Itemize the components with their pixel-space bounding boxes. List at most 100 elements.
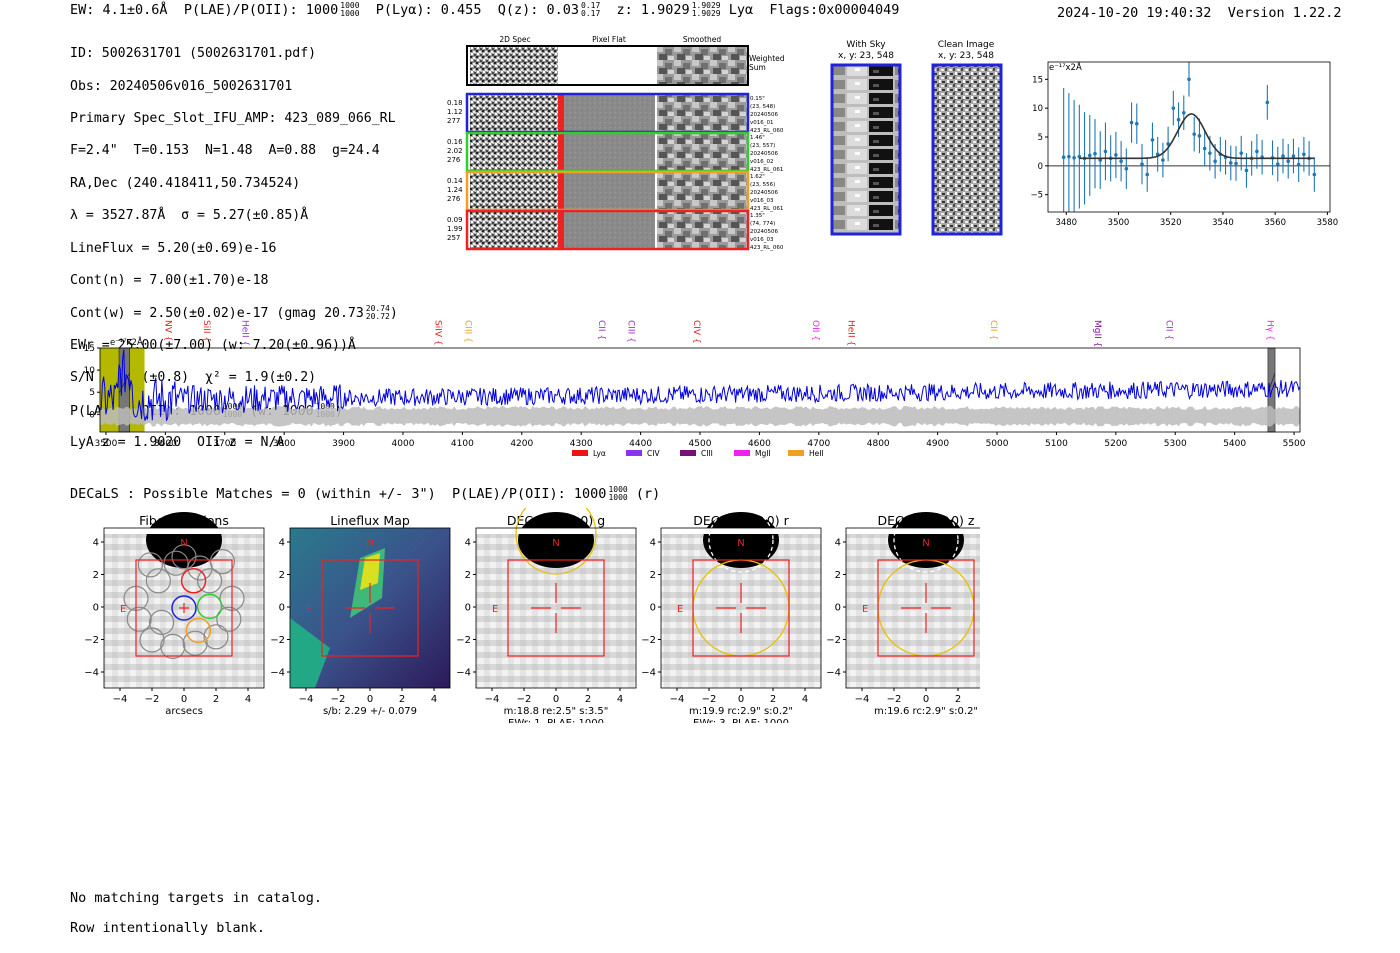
x-tick-label: −2	[331, 694, 346, 705]
panel-top-mask	[476, 528, 636, 534]
cutout-row-meta: 423_RL_061	[750, 167, 783, 173]
cutout-row-stat: 0.16	[447, 138, 463, 146]
search-box	[135, 559, 233, 657]
data-point	[1171, 106, 1176, 110]
cutout-pixel-flat	[564, 94, 655, 132]
y-tick-label: 0	[93, 603, 99, 614]
noise-band	[100, 405, 1300, 427]
x-tick-label: 4400	[629, 439, 652, 449]
data-point	[1286, 159, 1291, 164]
data-point	[1119, 159, 1123, 164]
cutout-row-meta: 20240506	[750, 229, 778, 235]
cutout-row-meta: 423_RL_060	[750, 245, 784, 251]
data-point	[1302, 152, 1306, 157]
cutout-pixel-flat	[564, 133, 655, 171]
cutout-row-meta: v016_03	[750, 237, 774, 243]
cutout-row-meta: 1.46"	[750, 135, 765, 141]
cutout-row-meta: 423_RL_060	[750, 128, 784, 134]
legend-label: MgII	[755, 449, 771, 458]
line-marker-label: CII {	[596, 320, 606, 340]
info-contw: Cont(w) = 2.50(±0.02)e-17 (gmag 20.73 20.…	[70, 304, 398, 322]
data-point	[1312, 172, 1317, 177]
x-tick-label: 5100	[1045, 439, 1068, 449]
decals-summary: DECaLS : Possible Matches = 0 (within +/…	[70, 485, 661, 503]
header-plae-range: 1000 1000	[340, 1, 360, 18]
fiber-circle	[209, 548, 235, 575]
cutout-divider	[655, 94, 657, 132]
legend-label: CIV	[647, 449, 660, 458]
x-tick-label: 4	[617, 694, 623, 705]
y-tick-label: 4	[835, 538, 841, 549]
x-tick-label: 3480	[1055, 218, 1077, 228]
catalog-footer: No matching targets in catalog. Row inte…	[70, 876, 322, 951]
data-point	[1281, 154, 1285, 158]
panel-caption-2: EWr: 1, PLAE: 1000	[508, 718, 604, 723]
info-id: ID: 5002631701 (5002631701.pdf)	[70, 46, 317, 62]
cutout-bad-column	[558, 211, 564, 249]
bright-source	[888, 512, 964, 568]
data-point	[1145, 172, 1150, 177]
header-summary: EW: 4.1±0.6Å P(LAE)/P(OII): 1000 1000 1000…	[70, 1, 899, 19]
x-tick-label: −4	[113, 694, 128, 705]
data-point	[1296, 162, 1301, 167]
panel-caption: m:19.9 rc:2.9" s:0.2"	[689, 706, 793, 717]
cutout-row-meta: v016_02	[750, 159, 774, 165]
lineflux-region	[290, 618, 330, 688]
data-point	[1244, 168, 1249, 173]
data-point	[1239, 151, 1244, 155]
x-tick-label: 0	[367, 694, 373, 705]
legend-swatch	[734, 450, 750, 456]
x-tick-label: −4	[855, 694, 870, 705]
east-label: E	[492, 604, 498, 615]
cutout-row-meta: (74, 774)	[750, 221, 775, 227]
line-marker-label: SiII {	[201, 320, 211, 342]
y-tick-label: 4	[465, 538, 471, 549]
cutout-row-stat: 1.99	[447, 225, 463, 233]
y-tick-label: −5	[1030, 191, 1043, 201]
line-marker-label: HeII {	[240, 320, 250, 346]
y-tick-label: −4	[826, 668, 841, 679]
cutout-row-meta: (23, 548)	[750, 104, 775, 110]
line-marker-label: HeII {	[846, 320, 856, 346]
x-tick-label: −2	[145, 694, 160, 705]
bright-source	[146, 512, 222, 568]
fiber-circle	[171, 544, 197, 570]
data-point	[1176, 117, 1181, 122]
y-tick-label: −4	[84, 668, 99, 679]
data-point	[1187, 77, 1191, 82]
x-tick-label: −4	[299, 694, 314, 705]
col-header-pixel-flat: Pixel Flat	[592, 35, 626, 44]
y-tick-label: 4	[650, 538, 656, 549]
y-tick-label: 0	[835, 603, 841, 614]
x-tick-label: 2	[770, 694, 776, 705]
aperture-ellipse	[515, 508, 597, 575]
cutout-row-meta: v016_03	[750, 198, 774, 204]
x-tick-label: 3500	[94, 439, 117, 449]
y-tick-label: 15	[1032, 75, 1043, 85]
fiber-circle-2	[196, 593, 223, 620]
data-point	[1067, 154, 1071, 159]
sky-images: With Sky x, y: 23, 548 Clean Image x, y:…	[830, 40, 1003, 236]
info-params: F=2.4" T=0.153 N=1.48 A=0.88 g=24.4	[70, 143, 380, 159]
y-tick-label: −4	[456, 668, 471, 679]
masked-hatch	[1267, 372, 1276, 394]
info-primary: Primary Spec_Slot_IFU_AMP: 423_089_066_R…	[70, 110, 396, 126]
data-point	[1255, 149, 1259, 154]
x-tick-label: 5000	[986, 439, 1009, 449]
lineflux-peak	[360, 553, 380, 590]
data-point	[1234, 161, 1238, 166]
data-point	[1150, 138, 1155, 142]
x-tick-label: 0	[923, 694, 929, 705]
weighted-sum-label-1: Weighted	[749, 54, 785, 63]
cutout-row-stat: 0.14	[447, 177, 463, 185]
data-point	[1181, 110, 1186, 115]
panel-caption-2: EWr: 3, PLAE: 1000	[693, 718, 789, 723]
fiber-circle	[145, 568, 172, 594]
data-point	[1134, 121, 1139, 126]
x-tick-label: 2	[585, 694, 591, 705]
y-tick-label: −2	[84, 635, 99, 646]
line-marker-label: SiIV {	[433, 320, 443, 346]
